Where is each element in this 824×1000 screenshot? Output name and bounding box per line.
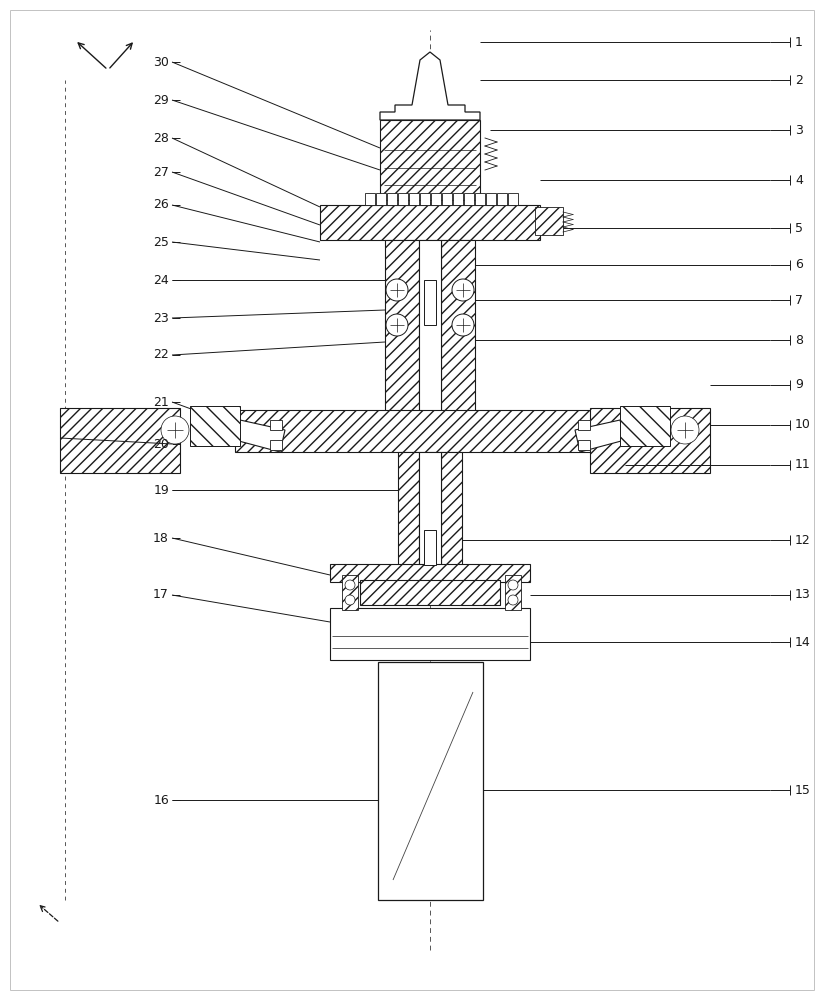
Bar (464, 193, 474, 205)
Text: 17: 17 (153, 588, 169, 601)
Bar (387, 193, 397, 205)
Bar (320, 205, 540, 240)
Bar (380, 120, 480, 200)
Bar (376, 193, 386, 205)
Text: 25: 25 (153, 235, 169, 248)
Bar (420, 193, 430, 205)
Bar (508, 193, 518, 205)
Text: 21: 21 (153, 395, 169, 408)
Bar (578, 420, 590, 430)
Text: 10: 10 (795, 418, 811, 432)
Text: 5: 5 (795, 222, 803, 234)
Text: 28: 28 (153, 131, 169, 144)
Bar (409, 193, 419, 205)
Circle shape (508, 595, 518, 605)
Bar (360, 580, 500, 605)
Text: 29: 29 (153, 94, 169, 106)
Bar (497, 193, 507, 205)
Text: 23: 23 (153, 312, 169, 324)
Text: 20: 20 (153, 438, 169, 450)
Circle shape (508, 580, 518, 590)
Bar (424, 530, 436, 565)
Polygon shape (575, 420, 625, 452)
Bar (330, 608, 530, 660)
Bar (270, 440, 282, 450)
Circle shape (165, 420, 185, 440)
Circle shape (345, 580, 355, 590)
Bar (419, 452, 441, 580)
Bar (342, 575, 358, 610)
Bar (431, 193, 441, 205)
Text: 1: 1 (795, 35, 803, 48)
Bar (578, 440, 590, 450)
Text: 2: 2 (795, 74, 803, 87)
Bar (365, 193, 375, 205)
Polygon shape (380, 52, 480, 120)
Text: 14: 14 (795, 636, 811, 648)
Bar (475, 193, 485, 205)
Bar (385, 240, 419, 450)
Text: 3: 3 (795, 123, 803, 136)
Bar (441, 240, 475, 450)
Circle shape (345, 595, 355, 605)
Text: 19: 19 (153, 484, 169, 496)
Bar (270, 420, 282, 430)
Text: 26: 26 (153, 198, 169, 212)
Text: 11: 11 (795, 458, 811, 472)
Bar (424, 280, 436, 325)
Circle shape (386, 314, 408, 336)
Text: 7: 7 (795, 294, 803, 306)
Bar (398, 452, 419, 580)
Text: 27: 27 (153, 165, 169, 178)
Text: 30: 30 (153, 55, 169, 68)
Polygon shape (235, 420, 285, 452)
Bar (620, 406, 670, 446)
Circle shape (679, 424, 691, 436)
Bar (441, 452, 462, 580)
Bar (235, 410, 625, 452)
Text: 24: 24 (153, 273, 169, 286)
Bar (330, 564, 530, 582)
Text: 18: 18 (153, 532, 169, 544)
Bar (60, 408, 180, 473)
Circle shape (452, 314, 474, 336)
Text: 22: 22 (153, 349, 169, 361)
Circle shape (161, 416, 189, 444)
Circle shape (675, 420, 695, 440)
Text: 15: 15 (795, 784, 811, 796)
Circle shape (386, 279, 408, 301)
Text: 4: 4 (795, 174, 803, 186)
Bar (453, 193, 463, 205)
Bar (505, 575, 521, 610)
Bar (442, 193, 452, 205)
Bar (190, 406, 240, 446)
Bar (590, 408, 710, 473)
Text: 12: 12 (795, 534, 811, 546)
Bar (378, 662, 483, 900)
Text: 16: 16 (153, 794, 169, 806)
Circle shape (671, 416, 699, 444)
Bar (398, 193, 408, 205)
Bar (486, 193, 496, 205)
Circle shape (452, 279, 474, 301)
Text: 6: 6 (795, 258, 803, 271)
Text: 8: 8 (795, 334, 803, 347)
Circle shape (169, 424, 181, 436)
Bar (419, 240, 441, 450)
Text: 13: 13 (795, 588, 811, 601)
Bar (535, 207, 563, 235)
Text: 9: 9 (795, 378, 803, 391)
